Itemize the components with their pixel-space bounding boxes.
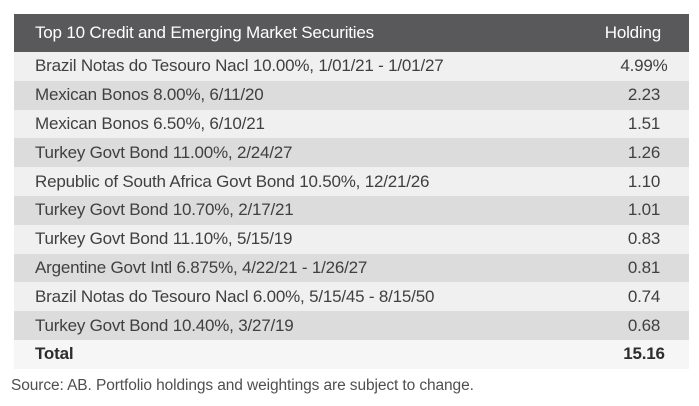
- holding-value: 2.23: [627, 85, 661, 105]
- holding-value: 0.74: [627, 286, 661, 306]
- security-name: Turkey Govt Bond 10.40%, 3/27/19: [35, 315, 294, 335]
- table-body: Brazil Notas do Tesouro Nacl 10.00%, 1/0…: [14, 52, 689, 340]
- total-label: Total: [35, 344, 74, 364]
- security-name: Turkey Govt Bond 11.00%, 2/24/27: [35, 142, 293, 162]
- holding-value: 1.10: [627, 171, 661, 191]
- holding-column-header: Holding: [604, 23, 661, 42]
- source-note: Source: AB. Portfolio holdings and weigh…: [11, 377, 474, 394]
- holding-value: 1.26: [627, 142, 661, 162]
- security-name: Turkey Govt Bond 11.10%, 5/15/19: [35, 229, 293, 249]
- table-title: Top 10 Credit and Emerging Market Securi…: [35, 23, 374, 42]
- security-name: Mexican Bonos 6.50%, 6/10/21: [35, 113, 265, 133]
- holding-value: 0.83: [627, 229, 661, 249]
- security-name: Mexican Bonos 8.00%, 6/11/20: [35, 85, 264, 105]
- table-row: Turkey Govt Bond 11.10%, 5/15/19 0.83: [14, 224, 689, 254]
- holding-value: 1.51: [627, 113, 661, 133]
- holding-value: 0.81: [627, 257, 661, 277]
- table-row: Brazil Notas do Tesouro Nacl 10.00%, 1/0…: [14, 52, 689, 81]
- table-row: Brazil Notas do Tesouro Nacl 6.00%, 5/15…: [14, 282, 689, 312]
- security-name: Republic of South Africa Govt Bond 10.50…: [35, 171, 430, 191]
- table-header-row: Top 10 Credit and Emerging Market Securi…: [14, 14, 689, 52]
- holding-value: 4.99%: [620, 56, 668, 76]
- table-row: Turkey Govt Bond 10.40%, 3/27/19 0.68: [14, 311, 689, 340]
- table-row: Turkey Govt Bond 10.70%, 2/17/21 1.01: [14, 195, 689, 225]
- holding-value: 1.01: [627, 200, 661, 220]
- table-row: Mexican Bonos 6.50%, 6/10/21 1.51: [14, 109, 689, 139]
- holding-value: 0.68: [627, 315, 661, 335]
- holdings-table: Top 10 Credit and Emerging Market Securi…: [14, 14, 689, 369]
- table-row: Mexican Bonos 8.00%, 6/11/20 2.23: [14, 80, 689, 110]
- security-name: Brazil Notas do Tesouro Nacl 6.00%, 5/15…: [35, 286, 435, 306]
- total-row: Total 15.16: [14, 339, 689, 369]
- table-row: Turkey Govt Bond 11.00%, 2/24/27 1.26: [14, 138, 689, 168]
- table-row: Republic of South Africa Govt Bond 10.50…: [14, 167, 689, 196]
- security-name: Turkey Govt Bond 10.70%, 2/17/21: [35, 200, 294, 220]
- security-name: Argentine Govt Intl 6.875%, 4/22/21 - 1/…: [35, 257, 368, 277]
- security-name: Brazil Notas do Tesouro Nacl 10.00%, 1/0…: [35, 56, 444, 76]
- table-row: Argentine Govt Intl 6.875%, 4/22/21 - 1/…: [14, 253, 689, 283]
- total-value: 15.16: [623, 344, 665, 364]
